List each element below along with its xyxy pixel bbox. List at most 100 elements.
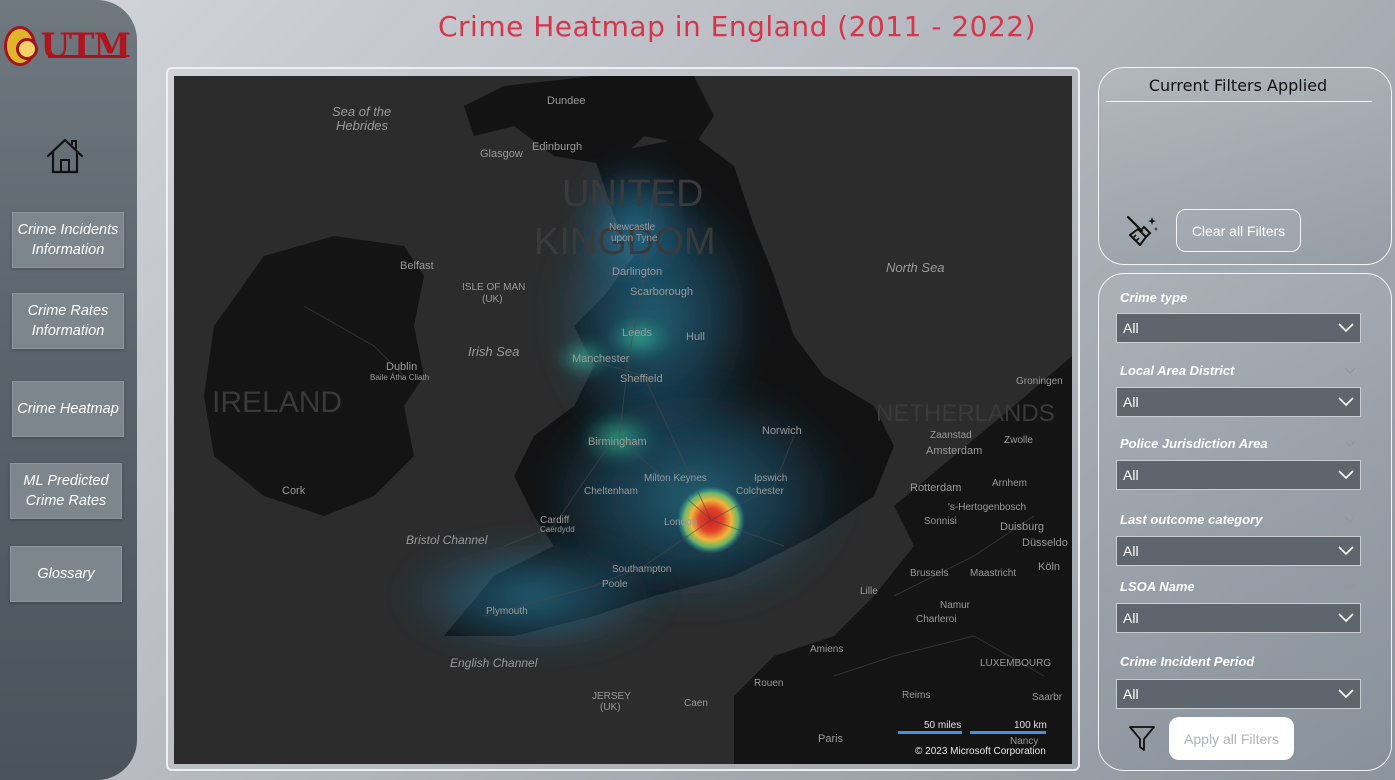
label-rouen: Rouen — [754, 678, 783, 689]
chevron-down-icon — [1338, 397, 1354, 407]
label-cardiff-2: Caerdydd — [540, 525, 575, 534]
home-icon[interactable] — [45, 137, 85, 175]
label-isle-of-man-1: ISLE OF MAN — [462, 282, 525, 293]
scale-miles: 50 miles — [924, 720, 961, 731]
filter-label-police-jurisdiction: Police Jurisdiction Area — [1120, 436, 1268, 451]
label-maastricht: Maastricht — [970, 568, 1016, 579]
label-sea-hebrides-1: Sea of the — [332, 104, 391, 119]
label-cardiff-1: Cardiff — [540, 515, 569, 526]
filter-label-lsoa-name: LSOA Name — [1120, 579, 1195, 594]
label-namur: Namur — [940, 600, 971, 611]
current-filters-panel — [1098, 67, 1392, 265]
label-uk-2: KINGDOM — [534, 221, 716, 263]
label-edinburgh: Edinburgh — [532, 141, 582, 153]
current-filters-divider — [1106, 101, 1372, 102]
lsoa-name-dropdown[interactable]: All — [1116, 603, 1361, 633]
label-cork: Cork — [282, 485, 306, 497]
label-glasgow: Glasgow — [480, 148, 523, 160]
label-north-sea: North Sea — [886, 260, 945, 275]
label-dusseldorf: Düsseldo — [1022, 537, 1068, 549]
label-sheffield: Sheffield — [620, 373, 663, 385]
logo-underline — [48, 55, 126, 58]
label-ipswich: Ipswich — [754, 473, 787, 484]
local-area-district-value: All — [1123, 394, 1139, 410]
label-rotterdam: Rotterdam — [910, 482, 961, 494]
label-uk-1: UNITED — [562, 173, 703, 215]
collapse-chevron-icon[interactable] — [1344, 367, 1356, 375]
label-caen: Caen — [684, 698, 708, 709]
nav-ml-predicted[interactable]: ML Predicted Crime Rates — [10, 463, 122, 519]
map-copyright: © 2023 Microsoft Corporation — [915, 746, 1046, 757]
lsoa-name-value: All — [1123, 610, 1139, 626]
label-charleroi: Charleroi — [916, 614, 957, 625]
label-scarborough: Scarborough — [630, 286, 693, 298]
label-london: London — [664, 517, 697, 528]
label-jersey-2: (UK) — [600, 702, 621, 713]
label-koln: Köln — [1038, 561, 1060, 573]
police-jurisdiction-value: All — [1123, 467, 1139, 483]
label-saarbr: Saarbr — [1032, 692, 1063, 703]
label-plymouth: Plymouth — [486, 606, 528, 617]
utm-seal-icon — [4, 26, 39, 66]
label-luxembourg: LUXEMBOURG — [980, 658, 1051, 669]
label-lille: Lille — [860, 586, 878, 597]
scale-km: 100 km — [1014, 720, 1047, 731]
label-english-channel: English Channel — [450, 656, 538, 670]
current-filters-title: Current Filters Applied — [1148, 76, 1328, 95]
label-hull: Hull — [686, 331, 705, 343]
last-outcome-value: All — [1123, 543, 1139, 559]
label-dublin-2: Baile Átha Cliath — [370, 373, 429, 382]
broom-icon[interactable] — [1124, 213, 1162, 249]
filter-label-last-outcome: Last outcome category — [1120, 512, 1263, 527]
filter-label-crime-type: Crime type — [1120, 290, 1188, 305]
label-newcastle-1: Newcastle — [609, 222, 656, 233]
chevron-down-icon — [1338, 470, 1354, 480]
label-brussels: Brussels — [910, 568, 948, 579]
crime-type-dropdown[interactable]: All — [1116, 313, 1361, 343]
label-leeds: Leeds — [622, 327, 652, 339]
collapse-chevron-icon[interactable] — [1344, 440, 1356, 448]
label-manchester: Manchester — [572, 353, 630, 365]
collapse-chevron-icon[interactable] — [1344, 583, 1356, 591]
nav-glossary[interactable]: Glossary — [10, 546, 122, 602]
label-dundee: Dundee — [547, 95, 586, 107]
label-duisburg: Duisburg — [1000, 521, 1044, 533]
label-netherlands: NETHERLANDS — [876, 400, 1055, 427]
label-amiens: Amiens — [810, 644, 843, 655]
nav-crime-incidents[interactable]: Crime Incidents Information — [12, 212, 124, 268]
nav-crime-rates[interactable]: Crime Rates Information — [12, 293, 124, 349]
label-amsterdam: Amsterdam — [926, 445, 982, 457]
label-poole: Poole — [602, 579, 628, 590]
map-canvas: Sea of the Hebrides Dundee Glasgow Edinb… — [204, 76, 1072, 764]
local-area-district-dropdown[interactable]: All — [1116, 387, 1361, 417]
label-dublin-1: Dublin — [386, 361, 417, 373]
label-darlington: Darlington — [612, 266, 662, 278]
police-jurisdiction-dropdown[interactable]: All — [1116, 460, 1361, 490]
label-hertogenbosch: 's-Hertogenbosch — [948, 502, 1026, 513]
label-newcastle-2: upon Tyne — [611, 233, 658, 244]
filter-label-crime-period: Crime Incident Period — [1120, 654, 1255, 669]
chevron-down-icon — [1338, 689, 1354, 699]
nav-crime-heatmap[interactable]: Crime Heatmap — [12, 381, 124, 437]
collapse-chevron-icon[interactable] — [1344, 516, 1356, 524]
label-sonnisi: Sonnisi — [924, 516, 957, 527]
last-outcome-dropdown[interactable]: All — [1116, 536, 1361, 566]
label-arnhem: Arnhem — [992, 478, 1027, 489]
label-irish-sea: Irish Sea — [468, 344, 519, 359]
label-colchester: Colchester — [736, 486, 784, 497]
label-southampton: Southampton — [612, 564, 672, 575]
heatmap-map[interactable]: Sea of the Hebrides Dundee Glasgow Edinb… — [174, 76, 1072, 764]
label-bristol-channel: Bristol Channel — [406, 533, 488, 547]
crime-period-dropdown[interactable]: All — [1116, 679, 1361, 709]
utm-logo: UTM — [4, 24, 131, 68]
filter-label-local-area-district: Local Area District — [1120, 363, 1235, 378]
chevron-down-icon — [1338, 323, 1354, 333]
label-jersey-1: JERSEY — [592, 691, 631, 702]
clear-all-filters-button[interactable]: Clear all Filters — [1176, 209, 1301, 252]
crime-period-value: All — [1123, 686, 1139, 702]
label-birmingham: Birmingham — [588, 436, 647, 448]
apply-all-filters-button[interactable]: Apply all Filters — [1169, 717, 1294, 760]
label-paris: Paris — [818, 733, 844, 745]
funnel-icon[interactable] — [1128, 724, 1156, 752]
label-milton-keynes: Milton Keynes — [644, 473, 707, 484]
